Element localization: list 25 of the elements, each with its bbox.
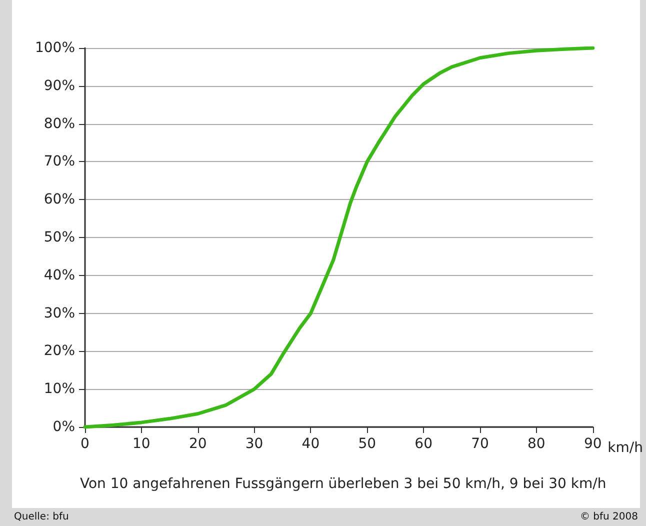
x-tick-label: 80 bbox=[528, 436, 546, 452]
x-tick-label: 90 bbox=[584, 436, 602, 452]
x-tick-label: 40 bbox=[302, 436, 320, 452]
y-tick-label: 0% bbox=[52, 419, 75, 435]
y-tick-label: 70% bbox=[44, 154, 75, 170]
x-tick-label: 70 bbox=[471, 436, 489, 452]
x-tick-label: 60 bbox=[414, 436, 432, 452]
x-tick-label: 0 bbox=[80, 436, 90, 452]
text: © bfu 2008 bbox=[580, 512, 638, 522]
x-tick-label: 30 bbox=[245, 436, 264, 452]
x-tick-label: 50 bbox=[358, 436, 376, 452]
y-tick-label: 60% bbox=[44, 192, 75, 208]
x-tick-label: 10 bbox=[132, 436, 150, 452]
y-tick-label: 40% bbox=[44, 267, 75, 284]
x-tick-label: 20 bbox=[188, 436, 207, 452]
y-tick-label: 50% bbox=[44, 230, 75, 246]
y-tick-label: 80% bbox=[44, 116, 75, 132]
x-axis-title: km/h bbox=[608, 440, 644, 456]
y-tick-label: 30% bbox=[44, 305, 75, 322]
y-tick-label: 100% bbox=[34, 40, 75, 56]
source-note: Quelle: bfu bbox=[14, 512, 69, 522]
text: Von 10 angefahrenen Fussgängern überleben 3 bei 50 km/h, 9 bei 30 km/h bbox=[80, 476, 606, 492]
y-tick-label: 10% bbox=[44, 381, 75, 398]
y-tick-label: 20% bbox=[44, 343, 75, 360]
y-tick-label: 90% bbox=[44, 78, 75, 94]
